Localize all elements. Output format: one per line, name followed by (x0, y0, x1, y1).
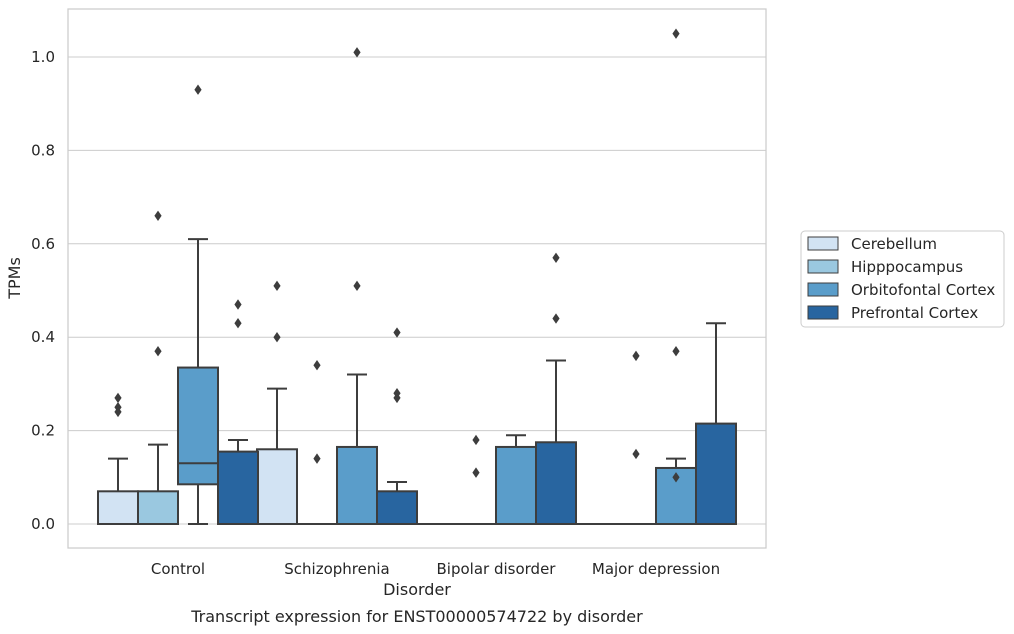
outlier-point (472, 467, 480, 478)
outlier-point (313, 453, 321, 464)
box-body (177, 366, 219, 486)
legend-swatch (807, 236, 839, 251)
box-groups (97, 28, 737, 526)
box-3-3 (695, 322, 737, 525)
x-axis-ticks: Control Schizophrenia Bipolar disorder Majo… (151, 560, 720, 578)
legend-swatch (807, 282, 839, 297)
x-tick-label: Bipolar disorder (437, 560, 557, 578)
outlier-point (393, 388, 401, 399)
box-2-1 (456, 434, 496, 525)
box-0-2 (177, 84, 219, 525)
box-1-0 (256, 280, 298, 525)
box-3-1 (616, 350, 656, 525)
legend-label: Orbitofontal Cortex (851, 281, 995, 299)
box-2-3 (535, 252, 577, 525)
outlier-point (472, 434, 480, 446)
outlier-point (234, 299, 242, 310)
outlier-point (632, 350, 640, 362)
outlier-point (273, 280, 281, 292)
box-body (137, 490, 179, 525)
outlier-point (672, 346, 680, 357)
box-body (695, 422, 737, 525)
box-body (495, 445, 537, 526)
outlier-point (273, 332, 281, 343)
legend-label: Hipppocampus (851, 258, 963, 276)
y-tick-label: 1.0 (31, 48, 55, 66)
legend-swatch (807, 305, 839, 320)
outlier-point (154, 210, 162, 221)
box-0-0 (97, 392, 139, 525)
box-body (376, 490, 418, 525)
box-1-2 (336, 47, 378, 526)
y-tick-label: 0.2 (31, 422, 55, 440)
box-1-1 (297, 360, 337, 525)
legend-frame (800, 230, 1005, 328)
box-body (256, 448, 298, 525)
y-tick-label: 0.6 (31, 235, 55, 253)
y-tick-label: 0.8 (31, 141, 55, 159)
outlier-point (672, 472, 680, 483)
box-body (535, 441, 577, 525)
outlier-point (234, 317, 242, 329)
outlier-point (393, 327, 401, 338)
box-2-2 (495, 434, 537, 526)
outlier-point (154, 346, 162, 357)
legend-swatch (807, 259, 839, 274)
outlier-point (552, 252, 560, 264)
legend-label: Prefrontal Cortex (851, 304, 978, 322)
x-tick-label: Control (151, 560, 205, 578)
plot-frame (67, 8, 767, 549)
y-tick-label: 0.4 (31, 328, 55, 346)
outlier-point (353, 47, 361, 58)
outlier-point (353, 280, 361, 292)
y-axis-ticks: 0.0 0.2 0.4 0.6 0.8 1.0 (31, 48, 55, 533)
outlier-point (114, 392, 122, 404)
box-body (336, 445, 378, 526)
box-body (217, 450, 259, 525)
box-0-1 (137, 210, 179, 525)
x-axis-label: Disorder (383, 580, 451, 599)
legend-label: Cerebellum (851, 235, 937, 253)
x-tick-label: Schizophrenia (284, 560, 389, 578)
box-0-3 (217, 299, 259, 525)
box-body (97, 490, 139, 525)
outlier-point (672, 28, 680, 39)
chart-caption: Transcript expression for ENST0000057472… (190, 607, 643, 626)
outlier-point (632, 448, 640, 460)
outlier-point (194, 84, 202, 95)
box-1-3 (376, 327, 418, 525)
y-tick-label: 0.0 (31, 515, 55, 533)
outlier-point (313, 360, 321, 371)
outlier-point (114, 402, 122, 413)
y-axis-label: TPMs (5, 257, 24, 300)
outlier-point (552, 313, 560, 324)
box-3-2 (655, 28, 697, 525)
legend: Cerebellum Hipppocampus Orbitofontal Corte… (800, 230, 1005, 328)
x-tick-label: Major depression (592, 560, 720, 578)
